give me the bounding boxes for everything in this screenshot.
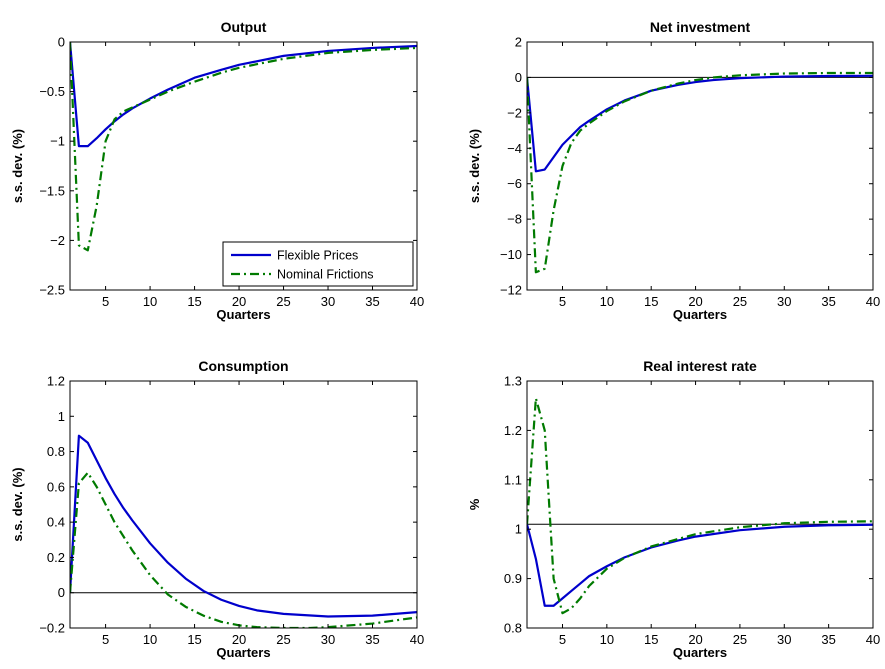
x-tick-label: 25	[276, 294, 290, 309]
y-axis-label: s.s. dev. (%)	[10, 129, 25, 203]
series-line-flexible-prices	[70, 42, 417, 148]
y-tick-label: 0.4	[47, 515, 65, 530]
x-axis-label: Quarters	[673, 645, 727, 660]
y-tick-label: −2	[507, 105, 522, 120]
x-tick-label: 5	[102, 294, 109, 309]
x-tick-label: 20	[688, 632, 702, 647]
x-tick-label: 10	[143, 632, 157, 647]
y-tick-label: −1	[50, 134, 65, 149]
axes-frame	[69, 380, 418, 629]
y-tick-label: 0.8	[504, 621, 522, 636]
x-tick-label: 10	[600, 294, 614, 309]
y-tick-label: −0.5	[39, 84, 65, 99]
y-tick-label: 0	[58, 585, 65, 600]
series-line-nominal-frictions	[527, 397, 873, 615]
y-tick-label: 0	[515, 70, 522, 85]
y-tick-label: 1.3	[504, 374, 522, 389]
x-tick-label: 40	[410, 632, 424, 647]
y-tick-label: −2.5	[39, 283, 65, 298]
x-axis-label: Quarters	[216, 645, 270, 660]
legend-label-flexible-prices: Flexible Prices	[277, 249, 358, 263]
x-tick-label: 10	[600, 632, 614, 647]
chart-title: Net investment	[650, 19, 751, 35]
x-tick-label: 15	[644, 294, 658, 309]
y-tick-label: −0.2	[39, 621, 65, 636]
x-tick-label: 5	[102, 632, 109, 647]
series-line-nominal-frictions	[70, 42, 417, 252]
y-tick-label: 1	[58, 409, 65, 424]
y-axis-label: s.s. dev. (%)	[10, 467, 25, 541]
legend-box	[222, 241, 414, 287]
x-tick-label: 30	[321, 294, 335, 309]
y-tick-label: 0.2	[47, 550, 65, 565]
x-tick-label: 20	[688, 294, 702, 309]
x-tick-label: 20	[232, 294, 246, 309]
y-tick-label: −2	[50, 233, 65, 248]
legend: Flexible Prices Nominal Frictions	[222, 241, 414, 287]
x-tick-label: 30	[777, 294, 791, 309]
x-tick-label: 20	[232, 632, 246, 647]
y-axis-label: s.s. dev. (%)	[467, 129, 482, 203]
axes-frame	[526, 41, 874, 291]
chart-title: Consumption	[198, 358, 288, 374]
y-axis-label: %	[467, 498, 482, 510]
panel-consumption: Consumption 5 10 15 20 25 30 35 40 1.2 1 0.8 0.6 0.4 0…	[10, 358, 424, 660]
y-tick-label: −4	[507, 141, 522, 156]
y-tick-label: 0	[58, 35, 65, 50]
x-tick-label: 35	[365, 632, 379, 647]
y-tick-label: −6	[507, 176, 522, 191]
x-tick-label: 25	[733, 294, 747, 309]
y-tick-label: −8	[507, 212, 522, 227]
x-axis-label: Quarters	[673, 307, 727, 322]
x-tick-label: 40	[410, 294, 424, 309]
panel-real-interest-rate: Real interest rate 5 10 15 20 25 30 35 40 1.3 1.2 1…	[467, 358, 880, 660]
x-tick-label: 35	[821, 632, 835, 647]
y-tick-label: 0.8	[47, 444, 65, 459]
x-tick-label: 25	[733, 632, 747, 647]
chart-title: Output	[221, 19, 267, 35]
y-tick-label: 1.2	[504, 423, 522, 438]
x-tick-label: 25	[276, 632, 290, 647]
y-tick-label: 0.6	[47, 479, 65, 494]
axes-frame	[526, 380, 874, 629]
x-axis-label: Quarters	[216, 307, 270, 322]
series-line-flexible-prices	[527, 523, 873, 607]
y-tick-label: 2	[515, 35, 522, 50]
y-tick-label: 1	[515, 522, 522, 537]
y-tick-label: 0.9	[504, 571, 522, 586]
x-tick-label: 35	[821, 294, 835, 309]
series-line-flexible-prices	[527, 74, 873, 173]
y-tick-label: −12	[500, 283, 522, 298]
panel-output: Output 5 10 15 20 25 30 35 40 0 −0.5 −1 −1.5 −2 −2.5 Qu…	[10, 19, 424, 322]
axes-frame	[69, 41, 418, 291]
x-tick-label: 35	[365, 294, 379, 309]
x-tick-label: 10	[143, 294, 157, 309]
x-tick-label: 5	[559, 294, 566, 309]
x-tick-label: 30	[321, 632, 335, 647]
x-tick-label: 15	[187, 632, 201, 647]
x-tick-label: 5	[559, 632, 566, 647]
x-tick-label: 15	[187, 294, 201, 309]
series-line-flexible-prices	[70, 434, 417, 618]
series-line-nominal-frictions	[527, 71, 873, 274]
x-tick-label: 40	[866, 632, 880, 647]
y-tick-label: 1.1	[504, 472, 522, 487]
y-tick-label: −1.5	[39, 183, 65, 198]
x-tick-label: 15	[644, 632, 658, 647]
x-tick-label: 30	[777, 632, 791, 647]
x-tick-label: 40	[866, 294, 880, 309]
legend-label-nominal-frictions: Nominal Frictions	[277, 268, 374, 282]
y-tick-label: 1.2	[47, 374, 65, 389]
series-line-nominal-frictions	[70, 471, 417, 628]
y-tick-label: −10	[500, 247, 522, 262]
chart-title: Real interest rate	[643, 358, 757, 374]
